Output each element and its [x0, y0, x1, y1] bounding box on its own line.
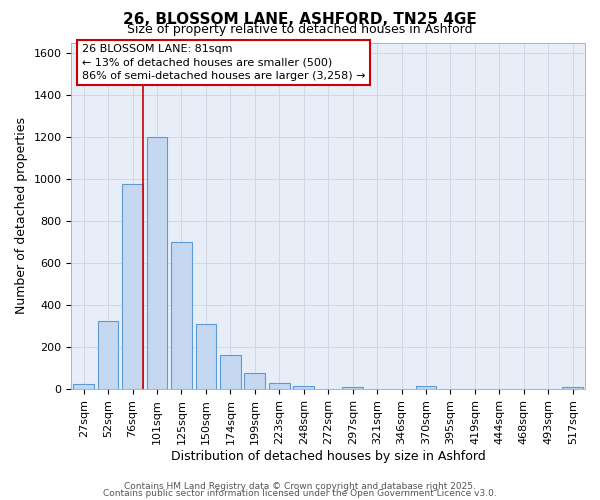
Bar — [562, 387, 583, 389]
Bar — [73, 384, 94, 389]
Text: Size of property relative to detached houses in Ashford: Size of property relative to detached ho… — [127, 22, 473, 36]
X-axis label: Distribution of detached houses by size in Ashford: Distribution of detached houses by size … — [171, 450, 485, 462]
Bar — [293, 386, 314, 389]
Text: 26 BLOSSOM LANE: 81sqm
← 13% of detached houses are smaller (500)
86% of semi-de: 26 BLOSSOM LANE: 81sqm ← 13% of detached… — [82, 44, 365, 80]
Text: Contains public sector information licensed under the Open Government Licence v3: Contains public sector information licen… — [103, 489, 497, 498]
Y-axis label: Number of detached properties: Number of detached properties — [15, 118, 28, 314]
Bar — [244, 374, 265, 389]
Bar — [416, 386, 436, 389]
Bar — [171, 242, 192, 389]
Bar — [220, 356, 241, 389]
Bar — [146, 137, 167, 389]
Bar — [122, 184, 143, 389]
Bar — [196, 324, 217, 389]
Text: 26, BLOSSOM LANE, ASHFORD, TN25 4GE: 26, BLOSSOM LANE, ASHFORD, TN25 4GE — [123, 12, 477, 28]
Bar — [342, 387, 363, 389]
Bar — [269, 383, 290, 389]
Bar — [98, 321, 118, 389]
Text: Contains HM Land Registry data © Crown copyright and database right 2025.: Contains HM Land Registry data © Crown c… — [124, 482, 476, 491]
